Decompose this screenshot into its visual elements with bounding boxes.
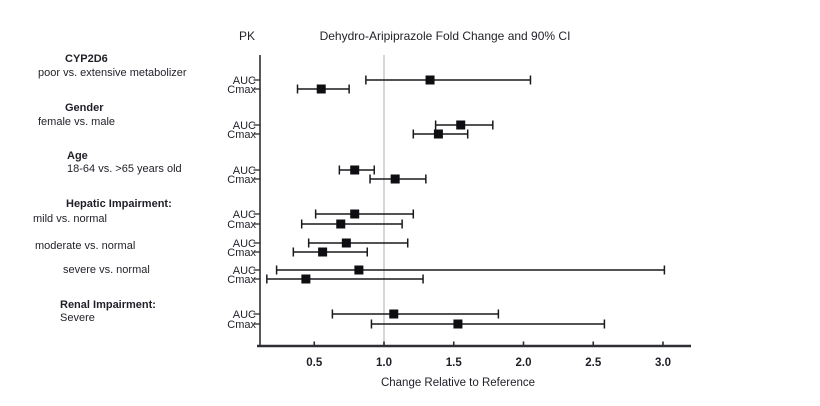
x-axis-tick-label: 2.5 xyxy=(585,357,602,369)
point-estimate-marker xyxy=(390,174,400,184)
point-estimate-marker xyxy=(433,129,443,139)
pk-row-label: Cmax xyxy=(227,219,256,231)
point-estimate-marker xyxy=(425,75,435,85)
point-estimate-marker xyxy=(456,120,466,130)
comparison-label: mild vs. normal xyxy=(33,213,107,225)
plot-content: 0.5 1.0 1.5 2.0 2.5 3.0 CYP2D6 poor vs. extensi… xyxy=(33,53,671,369)
comparison-label: Severe xyxy=(60,312,95,324)
comparison-label: poor vs. extensive metabolizer xyxy=(38,67,187,79)
group-heading: Age xyxy=(67,150,88,162)
x-axis-label: Change Relative to Reference xyxy=(381,377,535,389)
comparison-label: 18-64 vs. >65 years old xyxy=(67,163,182,175)
pk-row-label: AUC xyxy=(233,309,256,321)
point-estimate-marker xyxy=(354,265,364,275)
group-heading: CYP2D6 xyxy=(65,53,108,65)
pk-row-label: AUC xyxy=(233,238,256,250)
pk-row-label: AUC xyxy=(233,265,256,277)
group-heading: Renal Impairment: xyxy=(60,299,156,311)
point-estimate-marker xyxy=(350,209,360,219)
pk-row-label: AUC xyxy=(233,165,256,177)
pk-row-label: Cmax xyxy=(227,274,256,286)
pk-column-header: PK xyxy=(239,29,255,43)
pk-row-label: Cmax xyxy=(227,247,256,259)
x-axis-tick-label: 1.0 xyxy=(376,357,392,369)
group-heading: Gender xyxy=(65,102,104,114)
pk-row-label: Cmax xyxy=(227,129,256,141)
x-axis-tick-label: 2.0 xyxy=(516,357,532,369)
point-estimate-marker xyxy=(318,247,328,257)
x-axis-tick-label: 0.5 xyxy=(306,357,323,369)
pk-row-label: Cmax xyxy=(227,174,256,186)
chart-title: Dehydro-Aripiprazole Fold Change and 90%… xyxy=(320,29,571,43)
point-estimate-marker xyxy=(453,319,463,329)
pk-row-label: Cmax xyxy=(227,319,256,331)
group-heading: Hepatic Impairment: xyxy=(66,198,172,210)
point-estimate-marker xyxy=(301,274,311,284)
comparison-label: severe vs. normal xyxy=(63,264,150,276)
point-estimate-marker xyxy=(336,219,346,229)
pk-row-label: Cmax xyxy=(227,84,256,96)
comparison-label: female vs. male xyxy=(38,116,115,128)
point-estimate-marker xyxy=(389,309,399,319)
comparison-label: moderate vs. normal xyxy=(35,240,135,252)
point-estimate-marker xyxy=(316,84,326,94)
point-estimate-marker xyxy=(350,165,360,175)
pk-row-label: AUC xyxy=(233,120,256,132)
x-axis-tick-label: 1.5 xyxy=(446,357,463,369)
point-estimate-marker xyxy=(341,238,351,248)
x-axis-tick-label: 3.0 xyxy=(655,357,671,369)
pk-row-label: AUC xyxy=(233,75,256,87)
pk-row-label: AUC xyxy=(233,209,256,221)
